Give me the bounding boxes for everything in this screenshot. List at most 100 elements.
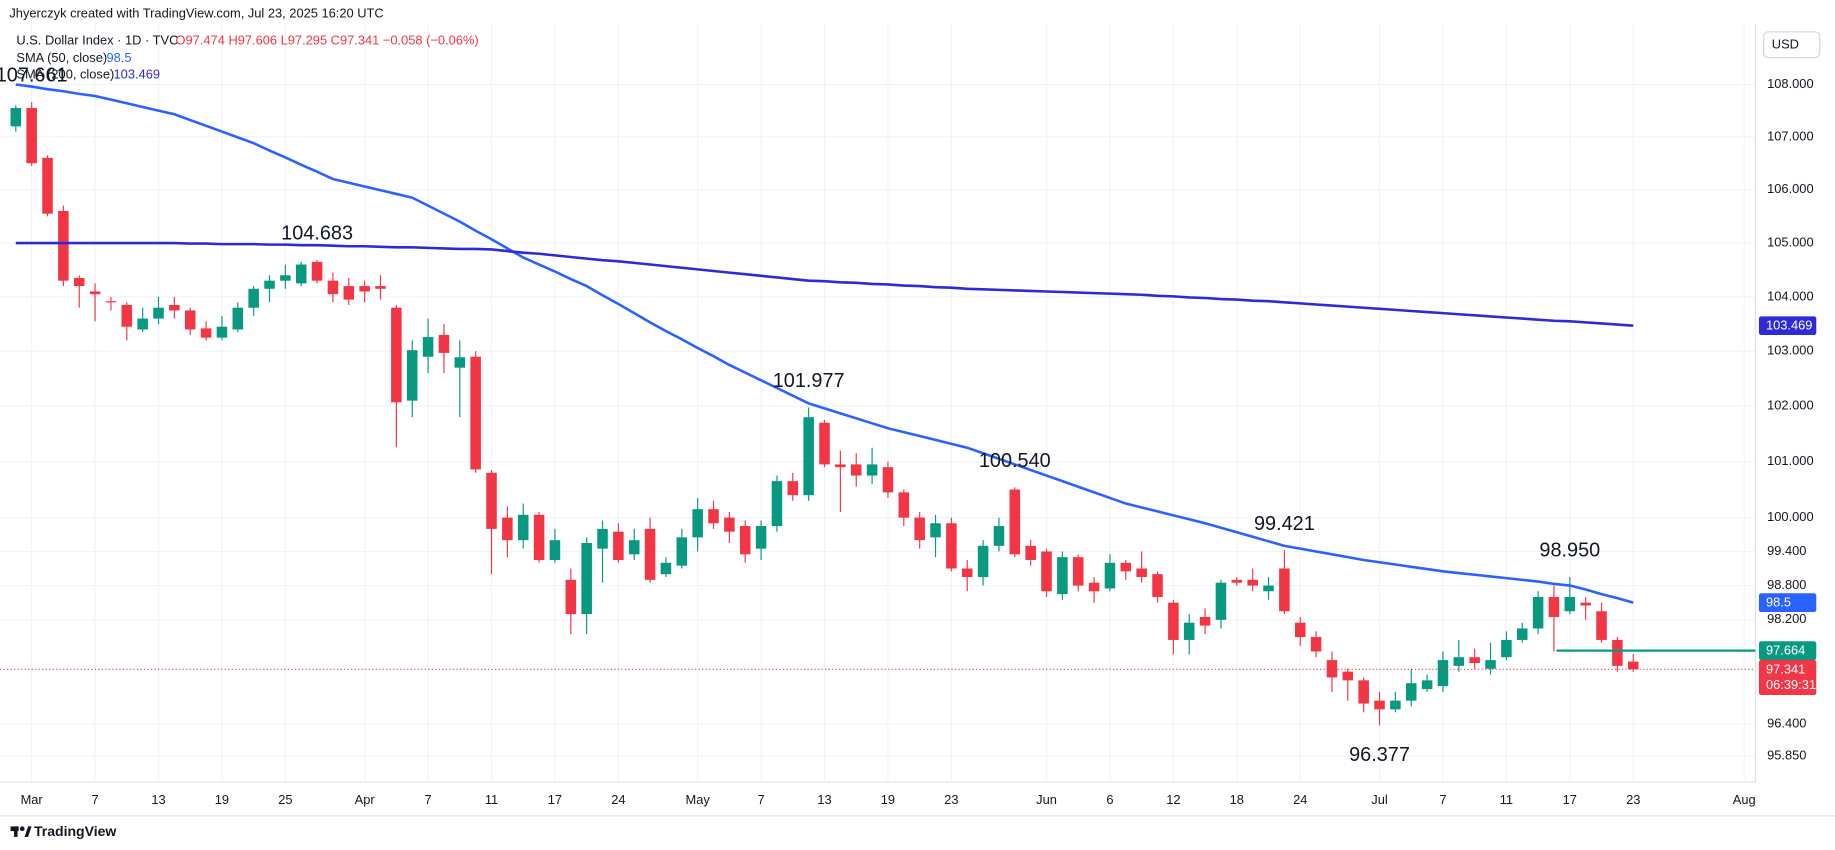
tradingview-logo bbox=[10, 826, 32, 837]
candle-body bbox=[993, 526, 1005, 546]
candle-body bbox=[755, 526, 767, 549]
candle-body bbox=[1612, 639, 1623, 666]
price-tag: 97.341 bbox=[1766, 661, 1805, 676]
price-tag-bg bbox=[1758, 659, 1817, 696]
high-label: 104.683 bbox=[281, 223, 353, 245]
candle-body bbox=[1326, 660, 1338, 678]
candle-body bbox=[1136, 568, 1147, 578]
candle-body bbox=[977, 545, 989, 578]
candle-body bbox=[391, 307, 402, 403]
y-tick-label: 104.000 bbox=[1767, 288, 1813, 303]
candle-body bbox=[1516, 628, 1528, 640]
candle-body bbox=[502, 517, 513, 541]
candle-body bbox=[1501, 639, 1512, 658]
y-tick-label: 100.000 bbox=[1767, 509, 1813, 524]
x-tick-label: 17 bbox=[1563, 792, 1577, 807]
x-tick-label: 7 bbox=[1439, 792, 1446, 807]
candle-body bbox=[137, 318, 148, 330]
y-tick-label: 101.000 bbox=[1767, 453, 1813, 468]
legend-ohlc: O97.474 H97.606 L97.295 C97.341 −0.058 (… bbox=[176, 33, 479, 48]
x-tick-label: 7 bbox=[425, 792, 432, 807]
candle-body bbox=[628, 540, 640, 555]
candle-body bbox=[771, 481, 783, 527]
x-tick-label: May bbox=[686, 792, 711, 807]
legend-value: 98.5 bbox=[106, 50, 131, 65]
candle-body bbox=[1025, 545, 1036, 560]
candle-body bbox=[644, 528, 656, 580]
x-tick-label: 18 bbox=[1230, 792, 1244, 807]
x-tick-label: 6 bbox=[1106, 792, 1113, 807]
candle-body bbox=[946, 523, 957, 569]
sma-line bbox=[15, 83, 1634, 604]
y-tick-label: 107.000 bbox=[1767, 128, 1813, 143]
candle-body bbox=[803, 417, 814, 496]
high-label: 107.661 bbox=[0, 65, 68, 87]
candle-body bbox=[1041, 551, 1052, 592]
candle-body bbox=[1009, 489, 1021, 555]
candle-body bbox=[1294, 622, 1306, 638]
candle-body bbox=[121, 305, 133, 327]
candle-body bbox=[169, 305, 180, 311]
candle-body bbox=[835, 464, 846, 468]
high-label: 98.950 bbox=[1539, 540, 1600, 562]
candle-body bbox=[1421, 680, 1433, 690]
candle-body bbox=[676, 537, 688, 566]
line-tag-bg bbox=[1758, 641, 1817, 661]
candle-body bbox=[1231, 579, 1243, 583]
x-tick-label: Apr bbox=[355, 792, 376, 807]
candle-body bbox=[517, 514, 529, 541]
candle-body bbox=[200, 328, 212, 338]
y-tick-label: 102.000 bbox=[1767, 398, 1813, 413]
candle-body bbox=[486, 472, 497, 529]
high-label: 100.540 bbox=[979, 450, 1051, 472]
candle-body bbox=[1215, 582, 1227, 620]
y-tick-label: 108.000 bbox=[1767, 76, 1813, 91]
x-tick-label: 13 bbox=[817, 792, 831, 807]
currency[interactable]: USD bbox=[1772, 37, 1799, 52]
currency-box[interactable] bbox=[1763, 31, 1821, 59]
candle-body bbox=[343, 286, 355, 300]
x-tick-label: Mar bbox=[21, 792, 44, 807]
grid bbox=[0, 23, 1756, 782]
candle-body bbox=[1199, 616, 1211, 626]
candle-body bbox=[311, 261, 323, 281]
candle-body bbox=[597, 528, 608, 549]
candle-body bbox=[1104, 562, 1116, 589]
candle-body bbox=[1405, 683, 1417, 701]
candle-body bbox=[375, 286, 386, 289]
candle-body bbox=[232, 307, 244, 330]
x-tick-label: 7 bbox=[758, 792, 765, 807]
candle-body bbox=[850, 464, 862, 476]
x-tick-label: 11 bbox=[485, 792, 498, 807]
candle-body bbox=[359, 286, 370, 292]
candle-body bbox=[866, 464, 878, 476]
candle-body bbox=[660, 562, 672, 575]
candle-body bbox=[613, 531, 624, 560]
candle-body bbox=[42, 157, 53, 214]
x-tick-label: 19 bbox=[215, 792, 229, 807]
candle-body bbox=[454, 357, 466, 368]
candle-body bbox=[1390, 700, 1401, 710]
x-tick-label: 11 bbox=[1500, 792, 1513, 807]
candle-body bbox=[153, 307, 164, 319]
x-tick-label: 19 bbox=[881, 792, 895, 807]
legend-value: 103.469 bbox=[114, 66, 160, 81]
candle-body bbox=[422, 337, 434, 357]
candle-body bbox=[105, 301, 117, 303]
candle-body bbox=[724, 517, 735, 532]
candle-body bbox=[819, 422, 830, 465]
candle-body bbox=[438, 334, 450, 353]
candle-body bbox=[1453, 657, 1465, 666]
candle-body bbox=[1564, 596, 1576, 612]
y-tick-label: 103.000 bbox=[1767, 343, 1813, 358]
candle-body bbox=[1580, 602, 1591, 606]
candle-body bbox=[470, 356, 481, 470]
candle-body bbox=[58, 210, 69, 281]
candle-body bbox=[739, 526, 751, 555]
candle-body bbox=[1168, 602, 1179, 640]
candle-body bbox=[581, 542, 592, 615]
header: Jhyerczyk created with TradingView.com, … bbox=[9, 6, 383, 21]
